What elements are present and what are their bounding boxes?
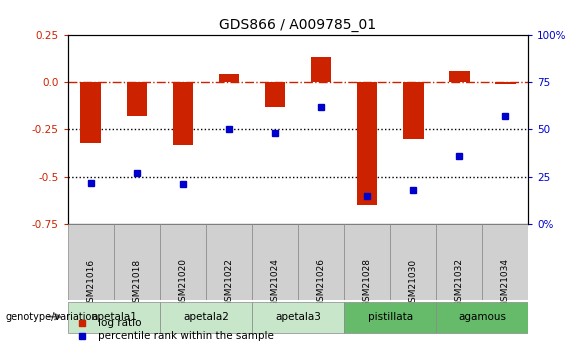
Title: GDS866 / A009785_01: GDS866 / A009785_01 [219, 18, 377, 32]
Bar [264, 82, 285, 107]
Text: GSM21026: GSM21026 [316, 258, 325, 307]
Text: pistillata: pistillata [368, 312, 412, 322]
Bar [219, 75, 240, 82]
Bar [482, 224, 528, 300]
Text: GSM21018: GSM21018 [132, 258, 141, 307]
Bar [252, 302, 344, 333]
Bar [127, 82, 147, 116]
Text: agamous: agamous [458, 312, 506, 322]
Bar [436, 224, 482, 300]
Text: GSM21034: GSM21034 [501, 258, 510, 307]
Bar [357, 82, 377, 205]
Bar [114, 224, 160, 300]
Bar [68, 302, 160, 333]
Text: apetala1: apetala1 [91, 312, 137, 322]
Bar [344, 302, 436, 333]
Bar [80, 82, 101, 143]
Bar [311, 57, 332, 82]
Text: percentile rank within the sample: percentile rank within the sample [98, 332, 273, 341]
Bar [436, 302, 528, 333]
Text: GSM21024: GSM21024 [271, 258, 280, 307]
Text: genotype/variation: genotype/variation [6, 312, 98, 322]
Bar [172, 82, 193, 145]
Bar [449, 71, 470, 82]
Text: GSM21020: GSM21020 [179, 258, 188, 307]
Text: GSM21030: GSM21030 [408, 258, 418, 307]
Text: log ratio: log ratio [98, 318, 141, 327]
Bar [160, 302, 252, 333]
Bar [252, 224, 298, 300]
Bar [160, 224, 206, 300]
Text: GSM21022: GSM21022 [224, 258, 233, 307]
Text: GSM21016: GSM21016 [86, 258, 95, 307]
Bar [403, 82, 424, 139]
Text: apetala3: apetala3 [275, 312, 321, 322]
Bar [68, 224, 114, 300]
Bar [495, 82, 516, 84]
Bar [344, 224, 390, 300]
Text: GSM21032: GSM21032 [455, 258, 464, 307]
Text: apetala2: apetala2 [183, 312, 229, 322]
Bar [206, 224, 252, 300]
Bar [298, 224, 344, 300]
Bar [390, 224, 436, 300]
Text: GSM21028: GSM21028 [363, 258, 372, 307]
